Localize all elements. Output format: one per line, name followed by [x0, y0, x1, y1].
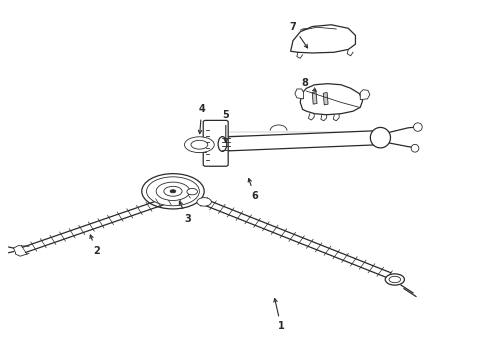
Ellipse shape	[370, 127, 391, 148]
Text: 3: 3	[179, 201, 191, 224]
Ellipse shape	[156, 182, 190, 201]
Polygon shape	[312, 92, 317, 104]
FancyBboxPatch shape	[203, 120, 228, 166]
Text: 1: 1	[274, 298, 284, 332]
Ellipse shape	[191, 140, 208, 149]
Polygon shape	[323, 93, 328, 105]
Polygon shape	[291, 25, 355, 53]
Text: 2: 2	[90, 235, 99, 256]
Ellipse shape	[389, 276, 401, 283]
Ellipse shape	[142, 174, 204, 209]
Ellipse shape	[385, 274, 404, 285]
Text: 7: 7	[290, 22, 308, 48]
Text: 8: 8	[301, 78, 316, 91]
Text: 6: 6	[248, 179, 258, 201]
Ellipse shape	[185, 137, 214, 153]
Polygon shape	[223, 131, 379, 151]
Polygon shape	[300, 84, 363, 115]
Polygon shape	[360, 90, 370, 100]
Ellipse shape	[218, 136, 227, 152]
Ellipse shape	[170, 190, 176, 193]
Text: 5: 5	[222, 110, 229, 143]
Ellipse shape	[414, 123, 422, 131]
Text: 4: 4	[198, 104, 205, 134]
Ellipse shape	[411, 144, 419, 152]
Ellipse shape	[147, 177, 199, 206]
Ellipse shape	[164, 186, 182, 196]
Ellipse shape	[197, 198, 211, 206]
Ellipse shape	[187, 189, 197, 195]
Polygon shape	[295, 89, 304, 99]
